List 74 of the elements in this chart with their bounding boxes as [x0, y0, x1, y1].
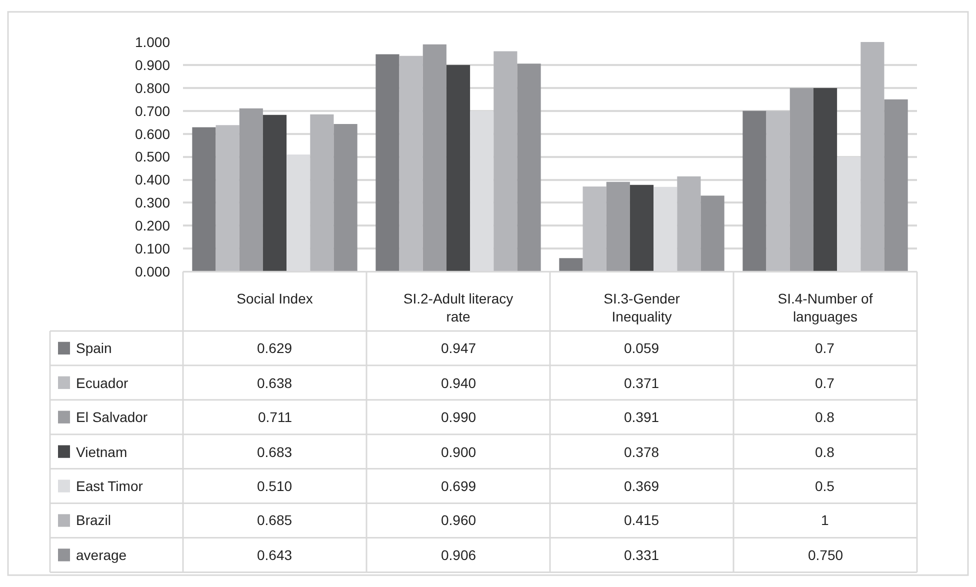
- data-label: 0.750: [808, 547, 844, 563]
- bar: [192, 127, 216, 272]
- data-label: 0.940: [441, 375, 476, 391]
- data-label: 0.643: [257, 547, 292, 563]
- bar: [262, 114, 287, 272]
- data-label: 0.331: [624, 547, 660, 563]
- data-label: 0.683: [257, 444, 292, 460]
- bar: [334, 124, 358, 272]
- data-label: 0.8: [815, 409, 835, 425]
- data-label: 0.059: [624, 340, 660, 356]
- data-label: 0.5: [815, 478, 835, 494]
- bar: [310, 114, 334, 272]
- y-tick-label: 0.500: [134, 148, 170, 165]
- x-tick-label: SI.3-Gender Inequality: [604, 290, 680, 325]
- x-tick-label: SI.4-Number of languages: [778, 290, 873, 325]
- bar: [606, 182, 630, 272]
- data-label: 0.906: [441, 547, 476, 563]
- bar: [216, 125, 240, 272]
- legend-label: Brazil: [76, 512, 112, 528]
- bar: [630, 184, 654, 272]
- data-label: 0.900: [441, 444, 476, 460]
- data-label: 0.415: [624, 512, 660, 528]
- bar: [559, 258, 583, 272]
- data-label: 0.629: [257, 340, 292, 356]
- bar: [422, 44, 446, 272]
- data-label: 0.990: [441, 409, 476, 425]
- y-tick-label: 0.400: [134, 172, 170, 188]
- bar: [446, 65, 470, 272]
- data-label: 0.638: [257, 375, 292, 391]
- bar: [494, 51, 518, 272]
- data-label: 0.699: [441, 478, 476, 494]
- legend-label: East Timor: [76, 478, 144, 494]
- data-label: 0.378: [624, 444, 660, 460]
- bar: [700, 196, 724, 272]
- x-tick-label: SI.2-Adult literacy rate: [403, 290, 514, 325]
- data-label: 0.510: [257, 478, 292, 494]
- legend-label: El Salvador: [76, 409, 148, 425]
- y-tick-label: 0.700: [134, 102, 170, 119]
- bar: [517, 64, 541, 272]
- data-label: 0.7: [815, 340, 835, 356]
- data-label: 0.711: [258, 409, 292, 425]
- y-tick-label: 0.300: [134, 194, 170, 211]
- bar: [239, 108, 263, 272]
- bar: [376, 54, 400, 272]
- y-tick-label: 0.100: [134, 240, 170, 257]
- bar: [790, 88, 814, 272]
- y-tick-label: 1.000: [134, 34, 170, 50]
- data-label: 0.391: [624, 409, 660, 425]
- legend-label: Ecuador: [76, 375, 128, 391]
- data-label: 0.369: [624, 478, 660, 494]
- y-tick-label: 0.000: [134, 264, 170, 280]
- bar: [884, 99, 908, 272]
- legend-label: Spain: [76, 340, 112, 356]
- legend-label: average: [76, 547, 127, 563]
- bar: [399, 56, 423, 272]
- bar: [582, 186, 606, 272]
- legend-label: Vietnam: [76, 444, 128, 460]
- y-tick-label: 0.800: [134, 80, 170, 96]
- data-label: 0.947: [441, 340, 476, 356]
- bar: [766, 110, 790, 272]
- data-label: 0.8: [815, 444, 835, 460]
- data-label: 0.371: [624, 375, 660, 391]
- y-tick-label: 0.200: [134, 218, 170, 234]
- x-tick-label: Social Index: [236, 290, 313, 306]
- bar: [813, 88, 838, 272]
- data-label: 0.7: [815, 375, 835, 391]
- y-tick-label: 0.900: [134, 56, 170, 73]
- data-label: 1: [821, 512, 829, 528]
- bar: [860, 42, 884, 272]
- data-label: 0.960: [441, 512, 476, 528]
- bar: [677, 176, 701, 272]
- data-label: 0.685: [257, 512, 292, 528]
- y-tick-label: 0.600: [134, 126, 170, 142]
- bar: [742, 110, 766, 272]
